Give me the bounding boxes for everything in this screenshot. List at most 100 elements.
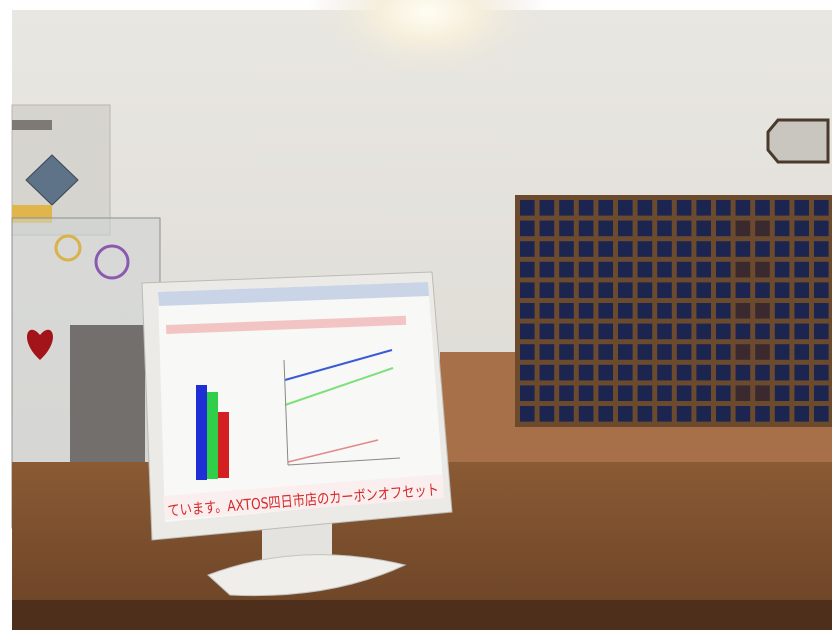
counter-edge — [12, 600, 832, 630]
key-cell — [735, 323, 751, 340]
key-cell — [598, 261, 613, 278]
key-cell — [716, 282, 731, 298]
key-cell — [676, 303, 692, 319]
key-cell — [637, 385, 653, 401]
key-cell — [716, 344, 731, 360]
key-cell — [657, 220, 672, 237]
screen-bar — [218, 412, 229, 478]
key-cell — [598, 282, 613, 298]
key-cell — [637, 220, 653, 237]
key-cell — [520, 261, 535, 278]
key-cell — [735, 406, 751, 422]
key-cell — [657, 200, 672, 216]
key-cell — [716, 220, 731, 237]
key-cell — [598, 344, 613, 360]
key-cell — [657, 303, 672, 319]
key-cell — [676, 261, 692, 278]
key-cell — [539, 241, 555, 257]
key-cell — [794, 323, 809, 340]
key-cell — [657, 385, 672, 401]
key-cell — [618, 344, 633, 360]
key-cell — [755, 220, 770, 237]
key-cell — [735, 364, 751, 381]
key-cell — [559, 303, 574, 319]
door-hinge — [12, 120, 52, 130]
key-cell — [735, 344, 751, 360]
key-cell — [755, 344, 770, 360]
key-cell — [539, 323, 555, 340]
key-cell — [618, 364, 633, 381]
key-cell — [578, 323, 594, 340]
key-cell — [657, 406, 672, 422]
key-cell — [520, 344, 535, 360]
key-cell — [794, 364, 809, 381]
key-cell — [696, 200, 711, 216]
key-cell — [559, 220, 574, 237]
key-cell — [618, 200, 633, 216]
key-cell — [520, 241, 535, 257]
key-cell — [618, 261, 633, 278]
key-cell — [794, 220, 809, 237]
key-cell — [578, 385, 594, 401]
key-cell — [814, 344, 829, 360]
key-cell — [774, 261, 790, 278]
key-cell — [716, 200, 731, 216]
key-cell — [794, 385, 809, 401]
key-cell — [716, 406, 731, 422]
key-cell — [539, 344, 555, 360]
screen-axis — [287, 457, 401, 466]
key-cell — [814, 241, 829, 257]
moon — [54, 234, 82, 262]
key-cell — [618, 241, 633, 257]
key-cell — [657, 282, 672, 298]
key-cell — [520, 385, 535, 401]
key-cell — [696, 282, 711, 298]
key-cell — [696, 364, 711, 381]
key-cell — [618, 323, 633, 340]
key-cell — [814, 323, 829, 340]
wall-mirror — [766, 118, 830, 164]
key-cell — [774, 303, 790, 319]
key-cell — [676, 282, 692, 298]
key-cell — [559, 344, 574, 360]
key-cell — [794, 303, 809, 319]
key-cell — [676, 241, 692, 257]
key-cell — [716, 385, 731, 401]
key-cell — [598, 303, 613, 319]
key-cell — [637, 261, 653, 278]
key-cell — [794, 406, 809, 422]
heart — [26, 329, 54, 360]
key-cell — [696, 303, 711, 319]
key-cell — [578, 200, 594, 216]
key-cell — [774, 323, 790, 340]
key-cell — [814, 303, 829, 319]
key-cell — [696, 241, 711, 257]
key-cell — [696, 323, 711, 340]
key-cell — [520, 282, 535, 298]
key-cell — [520, 364, 535, 381]
key-cell — [676, 385, 692, 401]
key-cell — [539, 385, 555, 401]
key-cell — [578, 364, 594, 381]
key-cell — [794, 241, 809, 257]
key-cell — [578, 241, 594, 257]
key-cell — [539, 406, 555, 422]
key-cell — [716, 241, 731, 257]
key-cell — [637, 323, 653, 340]
key-cell — [696, 261, 711, 278]
key-cell — [598, 200, 613, 216]
screen-heading — [166, 315, 407, 334]
key-cell — [578, 406, 594, 422]
key-cell — [735, 261, 751, 278]
key-cell — [657, 241, 672, 257]
key-cell — [774, 282, 790, 298]
key-cell — [520, 200, 535, 216]
key-cell — [578, 220, 594, 237]
browser-toolbar — [158, 282, 429, 306]
key-cell — [814, 282, 829, 298]
key-cell — [559, 261, 574, 278]
ticker-band — [163, 474, 445, 520]
screen-bar — [196, 385, 207, 480]
key-cell — [794, 261, 809, 278]
